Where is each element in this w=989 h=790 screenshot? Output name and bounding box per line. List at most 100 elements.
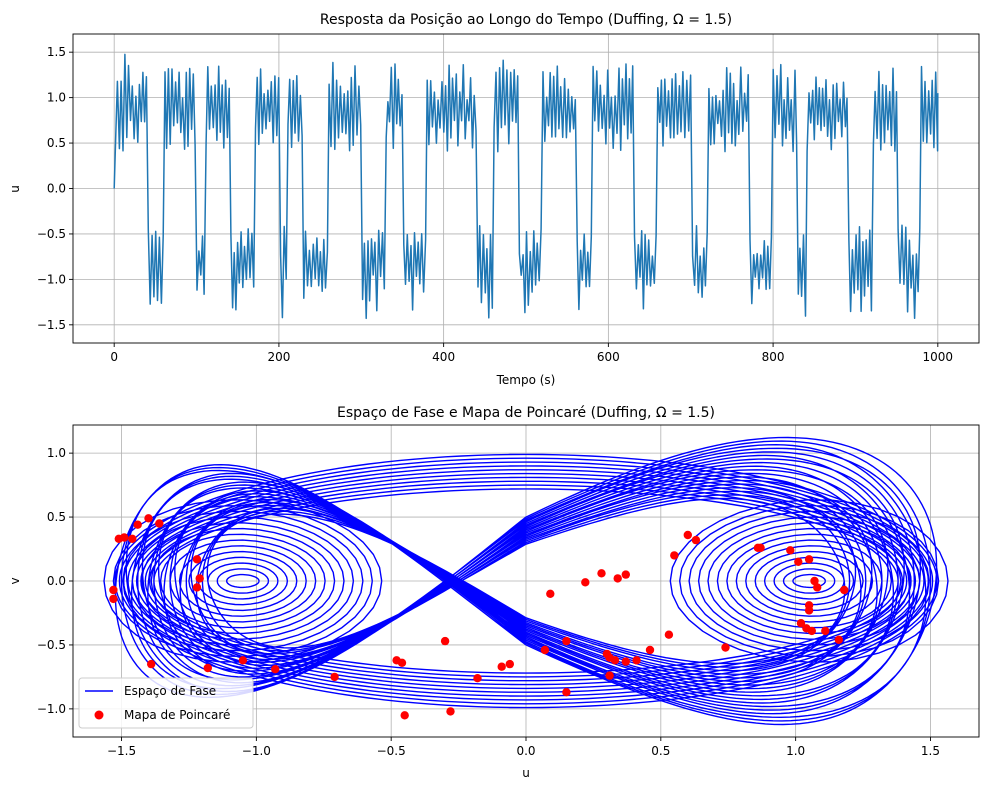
poincare-point	[147, 659, 156, 669]
poincare-point	[821, 626, 830, 636]
legend: Espaço de Fase Mapa de Poincaré	[78, 677, 254, 729]
phase-chart-xlabel: u	[522, 766, 530, 780]
time-x-tick-label: 200	[267, 350, 290, 364]
time-response-line	[113, 53, 939, 320]
time-y-tick-label: 0.5	[47, 136, 66, 150]
phase-x-tick-label: 1.0	[786, 744, 805, 758]
poincare-point	[400, 711, 409, 720]
time-response-chart: Resposta da Posição ao Longo do Tempo (D…	[8, 12, 980, 387]
time-x-tick-label: 0	[110, 350, 118, 364]
poincare-points	[109, 514, 849, 720]
poincare-point	[195, 574, 204, 583]
time-y-tick-label: −1.0	[37, 272, 66, 286]
poincare-point	[796, 619, 806, 628]
phase-x-tick-label: 0.5	[651, 744, 670, 758]
poincare-point	[632, 656, 641, 665]
time-chart-title: Resposta da Posição ao Longo do Tempo (D…	[320, 12, 732, 28]
poincare-point	[807, 626, 816, 636]
poincare-point	[813, 583, 822, 592]
phase-chart-x-ticks: −1.5 −1.0 −0.5 0.0 0.5 1.0 1.5	[107, 737, 940, 758]
poincare-point	[621, 570, 630, 579]
poincare-point	[330, 672, 339, 682]
poincare-point	[804, 606, 814, 615]
legend-box	[78, 677, 254, 729]
time-chart-ylabel: u	[8, 185, 22, 193]
phase-chart-title: Espaço de Fase e Mapa de Poincaré (Duffi…	[337, 405, 715, 421]
poincare-point	[683, 530, 692, 540]
time-x-tick-label: 800	[762, 350, 785, 364]
phase-y-tick-label: 1.0	[47, 446, 66, 460]
poincare-point	[756, 543, 765, 552]
poincare-point	[804, 555, 814, 564]
phase-x-tick-label: 0.0	[516, 744, 535, 758]
phase-y-tick-label: 0.0	[47, 574, 66, 588]
poincare-point	[505, 659, 514, 669]
poincare-point	[446, 707, 455, 716]
time-chart-plot-area	[113, 53, 939, 320]
poincare-point	[155, 519, 164, 528]
phase-chart-plot-area	[103, 436, 949, 726]
poincare-point	[109, 594, 118, 604]
poincare-point	[621, 657, 630, 666]
poincare-point	[670, 551, 679, 560]
poincare-point	[721, 643, 730, 652]
time-chart-x-ticks: 0 200 400 600 800 1000	[110, 343, 953, 364]
poincare-point	[605, 671, 614, 680]
poincare-point	[440, 636, 450, 646]
poincare-point	[597, 569, 606, 578]
poincare-point	[664, 630, 674, 639]
phase-y-tick-label: 0.5	[47, 510, 66, 524]
poincare-point	[192, 583, 202, 592]
poincare-point	[810, 576, 819, 586]
time-y-tick-label: 1.0	[47, 91, 66, 105]
phase-x-tick-label: −1.0	[242, 744, 271, 758]
poincare-point	[562, 688, 571, 697]
poincare-point	[691, 535, 701, 545]
poincare-point	[238, 656, 248, 665]
poincare-point	[610, 656, 620, 665]
poincare-point	[546, 589, 555, 598]
phase-y-tick-label: −1.0	[37, 702, 66, 716]
poincare-point	[840, 585, 849, 595]
phase-y-tick-label: −0.5	[37, 638, 66, 652]
phase-x-tick-label: −1.5	[107, 744, 136, 758]
time-x-tick-label: 400	[432, 350, 455, 364]
poincare-point	[562, 636, 571, 646]
poincare-point	[271, 665, 280, 674]
legend-poincare-dot-marker	[94, 710, 104, 720]
time-y-tick-label: −0.5	[37, 227, 66, 241]
poincare-point	[834, 635, 843, 644]
poincare-point	[497, 662, 506, 671]
poincare-point	[144, 514, 153, 523]
poincare-point	[581, 578, 590, 587]
time-y-tick-label: −1.5	[37, 318, 66, 332]
poincare-point	[109, 585, 118, 595]
time-chart-grid	[73, 34, 979, 343]
phase-x-tick-label: −0.5	[377, 744, 406, 758]
poincare-point	[192, 555, 202, 564]
phase-space-trajectory	[103, 436, 949, 726]
poincare-point	[540, 645, 550, 655]
time-chart-xlabel: Tempo (s)	[496, 373, 556, 387]
time-y-tick-label: 1.5	[47, 45, 66, 59]
poincare-point	[794, 557, 803, 566]
poincare-point	[613, 574, 622, 583]
time-chart-y-ticks: −1.5 −1.0 −0.5 0.0 0.5 1.0 1.5	[37, 45, 73, 332]
poincare-point	[397, 658, 407, 667]
poincare-point	[786, 546, 795, 555]
time-x-tick-label: 1000	[923, 350, 954, 364]
phase-chart-y-ticks: −1.0 −0.5 0.0 0.5 1.0	[37, 446, 73, 716]
phase-space-chart: Espaço de Fase e Mapa de Poincaré (Duffi…	[8, 405, 980, 780]
poincare-point	[473, 674, 482, 683]
poincare-point	[120, 533, 129, 542]
legend-poincare-label: Mapa de Poincaré	[124, 708, 230, 722]
time-y-tick-label: 0.0	[47, 182, 66, 196]
poincare-point	[203, 663, 212, 673]
phase-chart-ylabel: v	[8, 577, 22, 584]
poincare-point	[645, 645, 655, 655]
phase-x-tick-label: 1.5	[921, 744, 940, 758]
time-x-tick-label: 600	[597, 350, 620, 364]
poincare-point	[128, 534, 137, 543]
poincare-point	[133, 520, 142, 529]
